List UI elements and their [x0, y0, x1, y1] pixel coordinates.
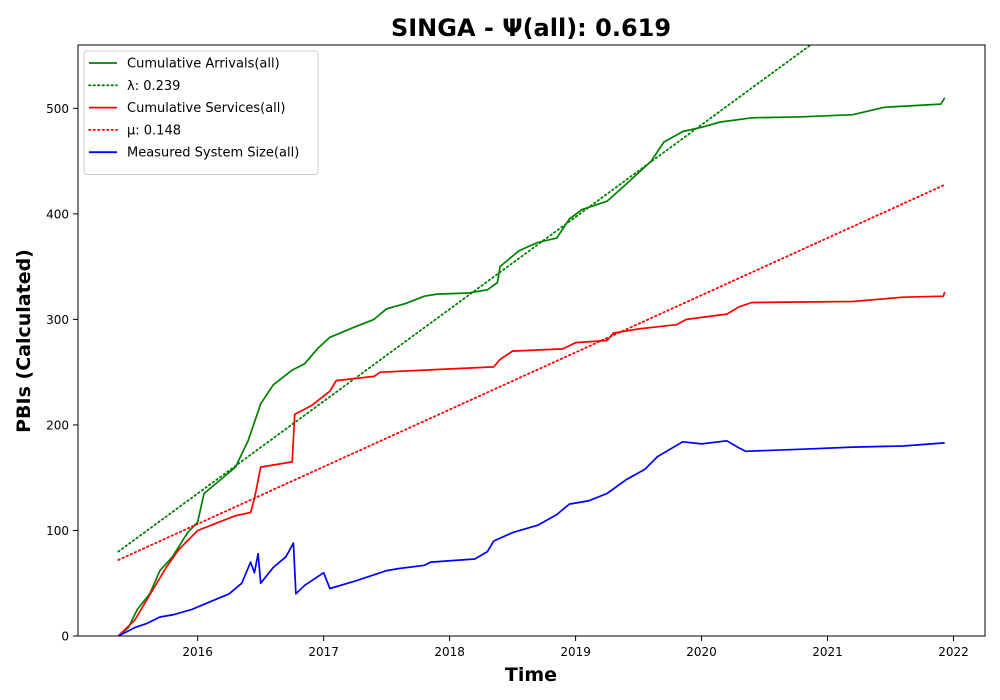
legend-label-1: λ: 0.239 [127, 79, 180, 94]
y-tick-label: 0 [61, 630, 69, 644]
y-tick-label: 200 [46, 418, 69, 432]
x-axis-label: Time [505, 664, 557, 686]
x-tick-label: 2018 [434, 645, 465, 659]
y-tick-label: 500 [46, 102, 69, 116]
series-line-3 [117, 184, 945, 561]
x-tick-label: 2020 [686, 645, 717, 659]
x-tick-label: 2022 [938, 645, 969, 659]
legend: Cumulative Arrivals(all) λ: 0.239 Cumulati… [83, 50, 319, 175]
legend-label-3: μ: 0.148 [127, 123, 181, 138]
x-tick-label: 2019 [560, 645, 591, 659]
y-tick-label: 100 [46, 524, 69, 538]
x-tick-label: 2016 [182, 645, 213, 659]
y-tick-label: 400 [46, 207, 69, 221]
x-tick-label: 2017 [308, 645, 339, 659]
legend-label-0: Cumulative Arrivals(all) [127, 57, 280, 72]
y-tick-label: 300 [46, 313, 69, 327]
series-line-0 [117, 97, 946, 636]
series-line-4 [117, 439, 945, 636]
series-line-1 [117, 45, 813, 553]
plot-frame [77, 44, 986, 637]
legend-box [83, 50, 319, 175]
chart-title: SINGA - Ψ(all): 0.619 [391, 14, 671, 42]
series-line-2 [117, 291, 946, 636]
legend-label-2: Cumulative Services(all) [127, 101, 285, 116]
series-group [117, 45, 946, 636]
x-tick-label: 2021 [812, 645, 843, 659]
y-axis-label: PBIs (Calculated) [13, 249, 35, 433]
plot-area: 2016 2017 2018 2019 2020 2021 2022 0 100 200 300 40… [46, 44, 986, 659]
legend-label-4: Measured System Size(all) [127, 146, 299, 161]
